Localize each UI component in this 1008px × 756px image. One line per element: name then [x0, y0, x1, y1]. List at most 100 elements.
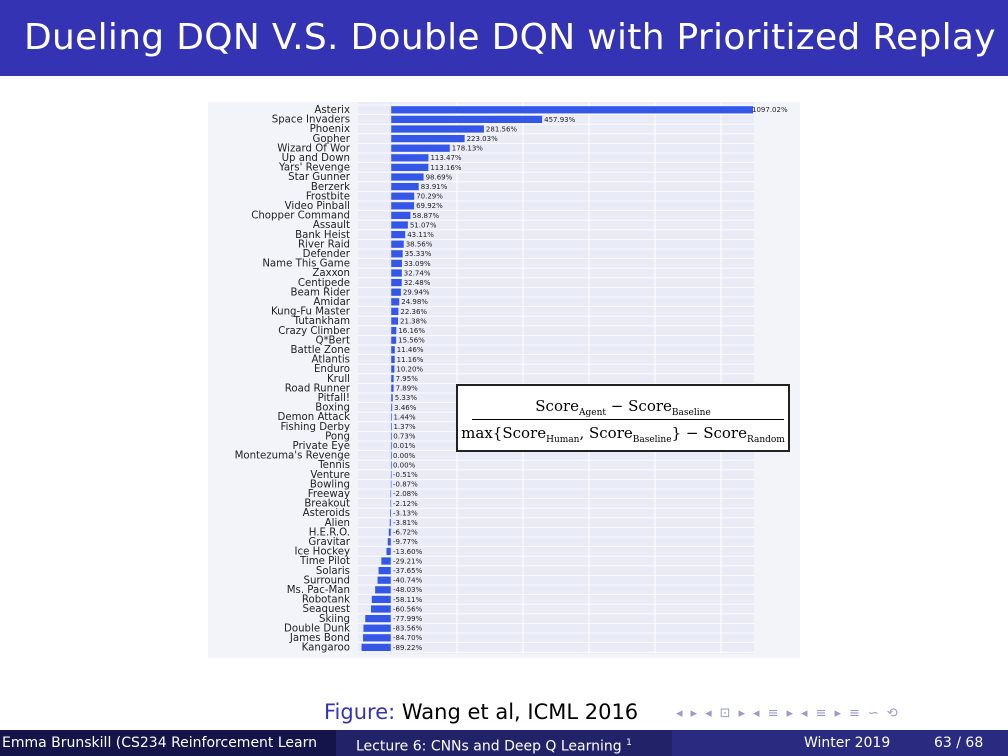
category-label: Space Invaders	[272, 115, 350, 126]
bar	[391, 250, 403, 258]
category-label: Montezuma's Revenge	[235, 451, 350, 462]
formula-subscript: Agent	[579, 408, 607, 418]
data-label: -48.03%	[393, 586, 423, 594]
nav-next-frame-icon[interactable]: ▸	[690, 706, 700, 721]
category-label: Video Pinball	[285, 201, 350, 212]
nav-prev-doc-icon[interactable]: ◂	[801, 706, 810, 721]
formula-operator: ,	[579, 424, 589, 442]
category-label: Robotank	[302, 595, 350, 606]
category-label: Zaxxon	[312, 268, 350, 279]
data-label: -84.70%	[393, 634, 423, 642]
bar	[391, 298, 400, 306]
bar	[391, 192, 415, 200]
bar	[391, 202, 415, 210]
data-label: 15.56%	[398, 337, 425, 345]
bar	[391, 259, 402, 267]
data-label: -0.87%	[393, 481, 418, 489]
data-label: 32.74%	[404, 269, 431, 277]
data-label: -13.60%	[393, 548, 423, 556]
bar	[391, 403, 393, 411]
data-label: 5.33%	[395, 394, 418, 402]
bar	[391, 423, 392, 431]
data-label: -89.22%	[393, 644, 423, 652]
nav-next-section-icon[interactable]: ▸	[786, 706, 795, 721]
data-label: -60.56%	[393, 605, 423, 613]
nav-prev-section-icon[interactable]: ◂	[753, 706, 762, 721]
bar	[391, 394, 393, 402]
data-label: 70.29%	[416, 193, 443, 201]
formula-subscript: Random	[746, 435, 785, 445]
category-label: Freeway	[308, 489, 350, 500]
nav-back-icon[interactable]: ⟲	[886, 706, 900, 721]
category-label: Battle Zone	[291, 345, 351, 356]
nav-next-doc-icon[interactable]: ▸	[834, 706, 843, 721]
data-label: 178.13%	[452, 145, 483, 153]
bar	[391, 346, 395, 354]
bar	[387, 538, 391, 546]
nav-section-icon[interactable]: ≡	[767, 706, 781, 721]
data-label: 1.44%	[393, 413, 416, 421]
category-label: Demon Attack	[278, 412, 351, 423]
bar	[365, 615, 391, 623]
data-label: -37.65%	[393, 567, 423, 575]
bar	[363, 634, 391, 642]
bar	[391, 365, 395, 373]
category-label: Time Pilot	[299, 556, 350, 567]
data-label: 457.93%	[544, 116, 575, 124]
formula-operator: −	[606, 397, 629, 415]
bar	[391, 211, 411, 219]
bar	[391, 154, 429, 162]
category-label: Defender	[303, 249, 351, 260]
data-label: 43.11%	[407, 231, 434, 239]
bar	[391, 144, 450, 152]
bar	[391, 240, 404, 248]
data-label: 51.07%	[410, 221, 437, 229]
category-label: Yars' Revenge	[278, 163, 350, 174]
figure-caption: Figure: Wang et al, ICML 2016	[324, 700, 638, 724]
category-label: Q*Bert	[315, 335, 350, 346]
category-label: Assault	[313, 220, 350, 231]
nav-menu-icon[interactable]: ≡	[848, 706, 862, 721]
formula-subscript: Human	[546, 435, 580, 445]
data-label: 58.87%	[412, 212, 439, 220]
category-label: Surround	[303, 575, 350, 586]
caption-text: Wang et al, ICML 2016	[401, 700, 639, 724]
bar	[391, 163, 429, 171]
nav-prev-frame-icon[interactable]: ◂	[676, 706, 685, 721]
data-label: 69.92%	[416, 202, 443, 210]
category-label: Double Dunk	[284, 623, 350, 634]
formula-term: Score	[628, 397, 672, 415]
formula-numerator: ScoreAgent − ScoreBaseline	[458, 397, 788, 418]
data-label: -6.72%	[393, 529, 418, 537]
nav-frame-icon[interactable]: ⊡	[719, 706, 733, 721]
category-label: Asteroids	[303, 508, 350, 519]
data-label: -2.08%	[393, 490, 418, 498]
category-label: Chopper Command	[251, 211, 350, 222]
category-label: Enduro	[314, 364, 350, 375]
nav-search-icon[interactable]: ∽	[867, 706, 881, 721]
category-label: Tutankham	[293, 316, 350, 327]
category-label: Name This Game	[262, 259, 350, 270]
plot-background	[358, 102, 754, 655]
bar	[381, 557, 391, 565]
formula-term: Score	[502, 424, 547, 442]
bar	[391, 135, 465, 143]
data-label: 16.16%	[398, 327, 425, 335]
bar	[361, 643, 391, 651]
data-label: 11.46%	[397, 346, 424, 354]
category-label: Asterix	[314, 105, 350, 116]
data-label: 33.09%	[404, 260, 431, 268]
data-label: -29.21%	[393, 557, 423, 565]
category-label: Centipede	[298, 278, 350, 289]
data-label: 7.89%	[396, 385, 419, 393]
nav-prev-subsection-icon[interactable]: ◂	[705, 706, 714, 721]
category-label: H.E.R.O.	[309, 527, 350, 538]
data-label: 98.69%	[426, 173, 453, 181]
category-label: Pong	[325, 431, 350, 442]
data-label: 38.56%	[406, 241, 433, 249]
nav-doc-icon[interactable]: ≡	[815, 706, 829, 721]
formula-subscript: Baseline	[671, 408, 711, 418]
nav-next-subsection-icon[interactable]: ▸	[738, 706, 748, 721]
category-label: Solaris	[316, 566, 350, 577]
category-label: Frostbite	[306, 191, 350, 202]
